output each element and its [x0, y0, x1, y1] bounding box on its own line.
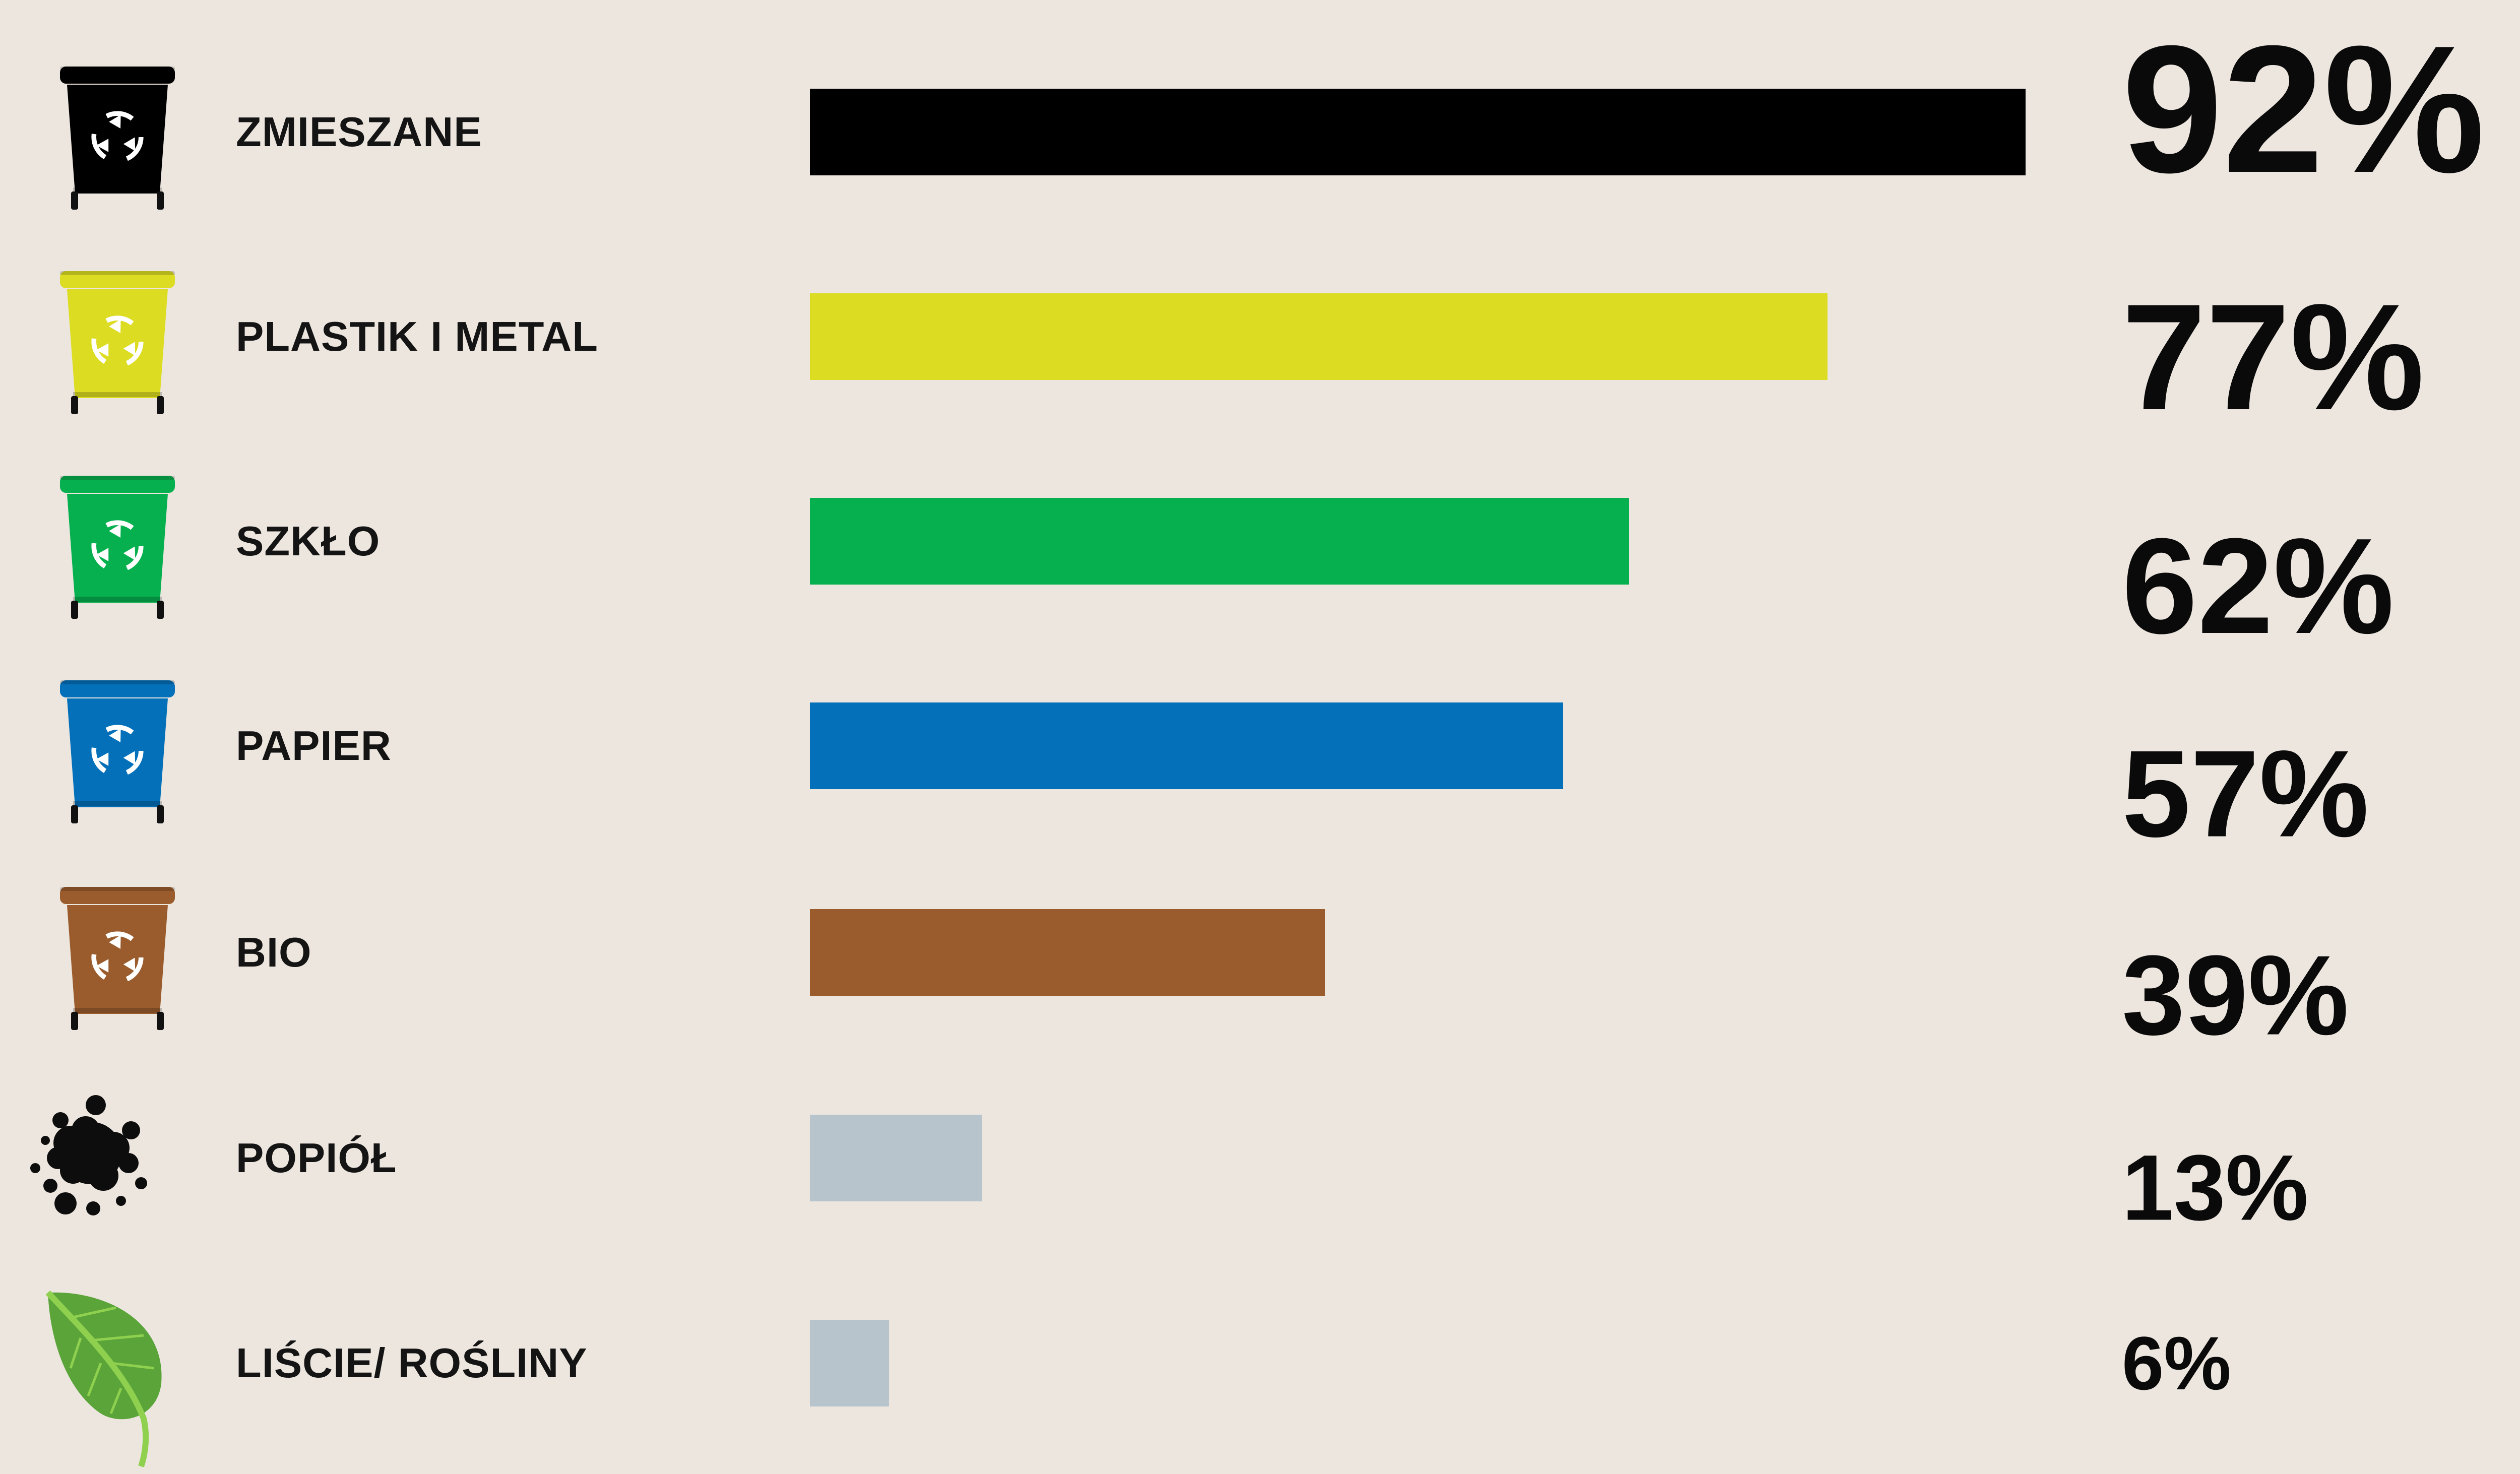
category-label: BIO	[236, 929, 312, 976]
ash-splatter-icon	[30, 1095, 147, 1215]
category-label: POPIÓŁ	[236, 1134, 397, 1181]
category-label: ZMIESZANE	[236, 108, 482, 155]
value-label: 62%	[2122, 510, 2395, 662]
bar	[810, 909, 1325, 996]
brown-bin-icon	[60, 887, 175, 1030]
green-bin-icon	[60, 476, 175, 619]
bar	[810, 1320, 889, 1406]
category-label: LIŚCIE/ ROŚLINY	[236, 1339, 588, 1386]
bar	[810, 293, 1828, 380]
category-label: PLASTIK I METAL	[236, 313, 598, 360]
bar	[810, 702, 1563, 789]
value-label: 92%	[2122, 8, 2485, 211]
value-label: 39%	[2122, 931, 2349, 1059]
value-label: 77%	[2122, 272, 2425, 441]
value-label: 57%	[2122, 724, 2369, 863]
value-label: 13%	[2122, 1136, 2309, 1240]
leaf-icon	[45, 1290, 162, 1467]
black-bin-icon	[60, 67, 175, 210]
category-label: SZKŁO	[236, 518, 381, 564]
bar	[810, 89, 2026, 175]
bar	[810, 1115, 982, 1201]
category-label: PAPIER	[236, 722, 392, 769]
bar	[810, 498, 1629, 585]
value-label: 6%	[2122, 1321, 2231, 1405]
blue-bin-icon	[60, 680, 175, 823]
yellow-bin-icon	[60, 271, 175, 414]
